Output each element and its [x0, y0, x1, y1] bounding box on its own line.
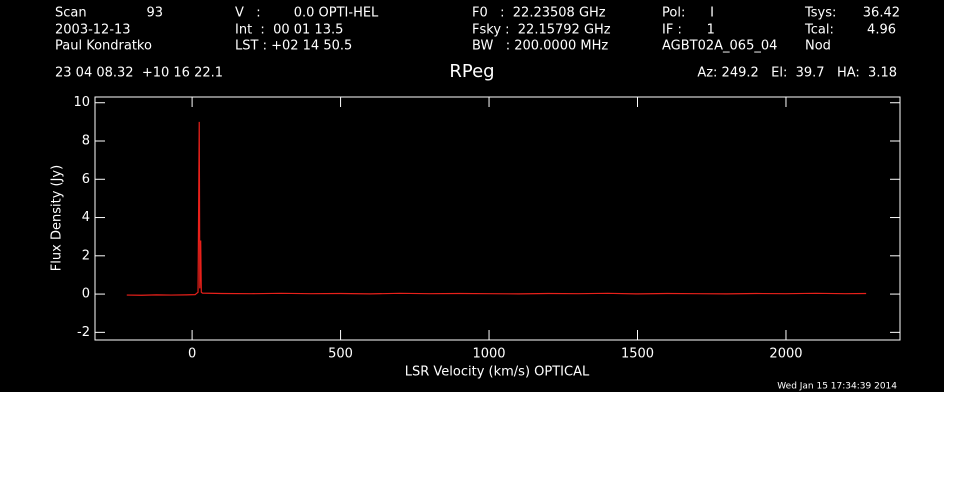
x-tick-label: 500 — [328, 347, 353, 362]
x-tick-label: 0 — [188, 347, 196, 362]
tsys-value: 36.42 — [863, 6, 900, 21]
scan-number: 93 — [146, 6, 163, 21]
y-tick-label: 4 — [82, 210, 90, 225]
x-tick-label: 2000 — [769, 347, 802, 362]
y-tick-label: -2 — [77, 325, 90, 340]
header-text: LST : +02 14 50.5 — [235, 39, 352, 54]
y-tick-label: 10 — [73, 95, 90, 110]
header-text: Int : 00 01 13.5 — [235, 23, 343, 38]
plot-frame — [94, 96, 901, 341]
header-text: AGBT02A_065_04 — [662, 39, 777, 54]
pointing: Az: 249.2 El: 39.7 HA: 3.18 — [697, 66, 897, 81]
y-tick-label: 0 — [82, 287, 90, 302]
header-text: Scan — [55, 6, 87, 21]
y-tick-label: 2 — [82, 248, 90, 263]
x-tick-label: 1000 — [472, 347, 505, 362]
spectrum-line — [126, 121, 867, 296]
plot-window: Scan 2003-12-13 Paul Kondratko 93 V : 0.… — [0, 0, 944, 392]
header-text: Paul Kondratko — [55, 39, 152, 54]
y-tick-label: 8 — [82, 134, 90, 149]
header-text: Tsys: — [804, 6, 836, 21]
background — [0, 0, 944, 392]
coords: 23 04 08.32 +10 16 22.1 — [55, 66, 223, 81]
y-axis-label: Flux Density (Jy) — [50, 165, 65, 271]
header-text: V : 0.0 OPTI-HEL — [235, 6, 379, 21]
header-text: F0 : 22.23508 GHz — [472, 6, 606, 21]
header-text: BW : 200.0000 MHz — [472, 39, 608, 54]
timestamp: Wed Jan 15 17:34:39 2014 — [777, 382, 897, 392]
chart-title: RPeg — [449, 61, 494, 82]
y-tick-label: 6 — [82, 172, 90, 187]
x-tick-label: 1500 — [621, 347, 654, 362]
x-axis-label: LSR Velocity (km/s) OPTICAL — [405, 365, 590, 380]
header-text: IF : 1 — [662, 23, 715, 38]
header-text: Nod — [805, 39, 831, 54]
header-text: Fsky : 22.15792 GHz — [472, 23, 611, 38]
header-text: 2003-12-13 — [55, 23, 131, 38]
header-text: Tcal: — [804, 23, 834, 38]
tcal-value: 4.96 — [867, 23, 896, 38]
header-text: Pol: I — [662, 6, 714, 21]
